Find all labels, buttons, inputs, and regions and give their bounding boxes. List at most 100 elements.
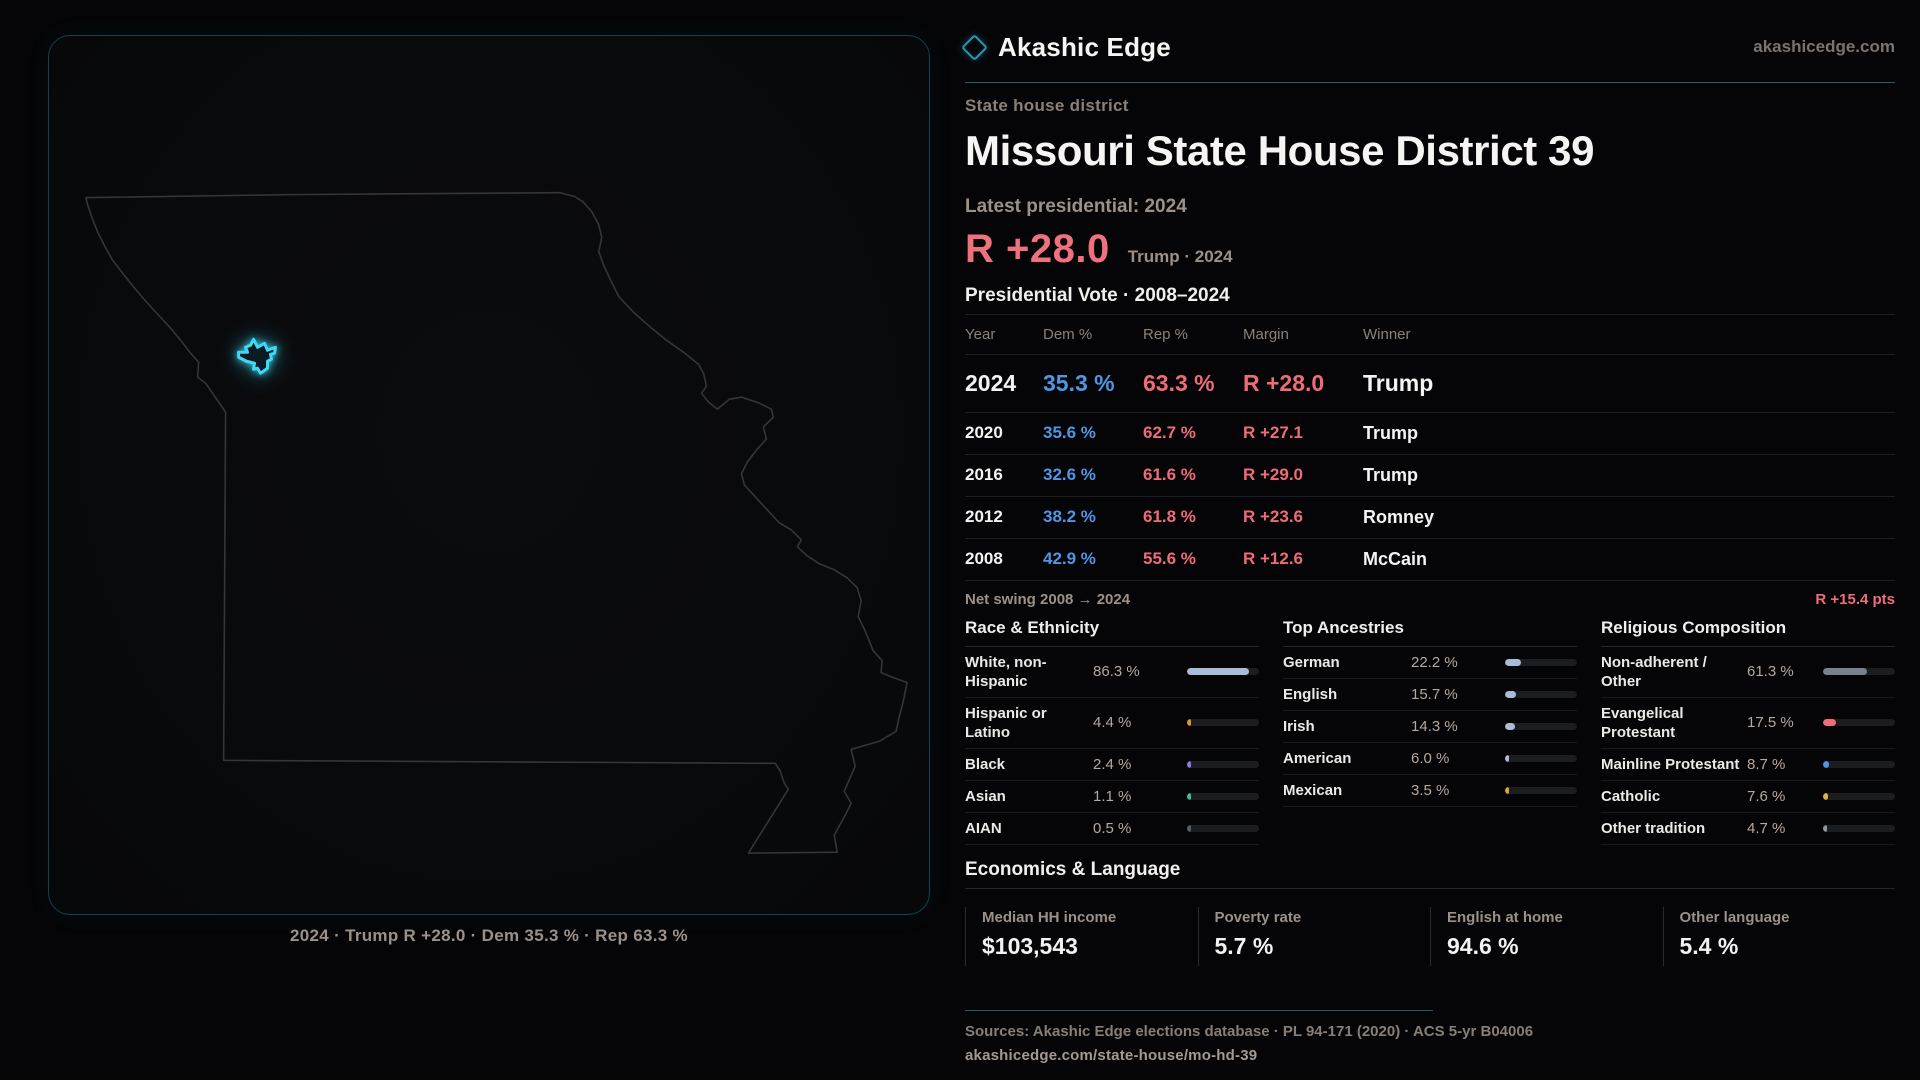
demo-label: Catholic (1601, 787, 1661, 805)
demo-value: 7.6 % (1747, 787, 1786, 805)
demographics-grid: Race & Ethnicity White, non-Hispanic 86.… (965, 618, 1895, 845)
footer-permalink[interactable]: akashicedge.com/state-house/mo-hd-39 (965, 1046, 1258, 1064)
stat-label: Poverty rate (1214, 908, 1302, 926)
winner-cell: Trump (1363, 369, 1434, 396)
stat-cell: Poverty rate 5.7 % (1197, 906, 1431, 966)
demo-value: 0.5 % (1093, 819, 1132, 837)
brand-site-link[interactable]: akashicedge.com (1753, 37, 1895, 56)
winner-cell: Romney (1363, 506, 1435, 527)
kicker: State house district (965, 96, 1129, 115)
demo-bar-fill (1505, 690, 1517, 698)
margin-cell: R +29.0 (1243, 465, 1304, 485)
table-row: 2020 35.6 % 62.7 % R +27.1 Trump (965, 413, 1895, 455)
vote-table-header: Year Dem % Rep % Margin Winner (965, 315, 1895, 355)
demo-label: Non-adherent / Other (1601, 653, 1707, 690)
demo-column-title: Religious Composition (1601, 618, 1895, 647)
column-header-dem: Dem % (1043, 325, 1093, 343)
latest-presidential-label: Latest presidential: 2024 (965, 195, 1187, 217)
demo-bar-fill (1505, 754, 1510, 762)
brand: Akashic Edge (961, 31, 1171, 63)
demo-bar-fill (1823, 760, 1830, 768)
demo-label: German (1283, 653, 1340, 671)
diamond-icon (961, 33, 988, 61)
demo-bar-track (1187, 824, 1259, 832)
rep-cell: 62.7 % (1143, 423, 1196, 443)
headline: R +28.0 Trump · 2024 (965, 227, 1895, 272)
religion-column: Religious Composition Non-adherent / Oth… (1601, 618, 1895, 845)
ancestries-column: Top Ancestries German 22.2 % English 15.… (1283, 618, 1577, 807)
demo-label: Evangelical Protestant (1601, 704, 1684, 741)
demo-bar-track (1187, 792, 1259, 800)
headline-context: Trump · 2024 (1127, 246, 1233, 266)
demo-row: White, non-Hispanic 86.3 % (965, 647, 1259, 698)
stat-value: $103,543 (982, 932, 1078, 959)
demo-value: 8.7 % (1747, 755, 1786, 773)
economics-title: Economics & Language (965, 859, 1895, 889)
demo-bar-fill (1505, 658, 1521, 666)
demo-bar-track (1187, 719, 1259, 727)
net-swing-value: R +15.4 pts (1815, 590, 1895, 608)
demo-label: Mexican (1283, 781, 1343, 799)
demo-row: Irish 14.3 % (1283, 711, 1577, 743)
margin-cell: R +12.6 (1243, 549, 1304, 569)
brand-row: Akashic Edge akashicedge.com (961, 30, 1895, 64)
dem-cell: 42.9 % (1043, 549, 1096, 569)
demo-row: AIAN 0.5 % (965, 813, 1259, 845)
demo-bar-track (1505, 754, 1577, 762)
demo-value: 61.3 % (1747, 663, 1794, 681)
demo-bar-track (1187, 760, 1259, 768)
demo-bar-fill (1187, 824, 1191, 832)
demo-bar-fill (1187, 668, 1250, 676)
demo-column-title: Top Ancestries (1283, 618, 1577, 647)
table-row: 2024 35.3 % 63.3 % R +28.0 Trump (965, 355, 1895, 413)
demo-value: 86.3 % (1093, 663, 1140, 681)
demo-bar-track (1505, 658, 1577, 666)
stat-value: 5.4 % (1679, 932, 1739, 959)
page-title: Missouri State House District 39 (965, 127, 1595, 174)
dem-cell: 35.3 % (1043, 369, 1115, 396)
stat-cell: Other language 5.4 % (1662, 906, 1896, 966)
stat-label: Other language (1679, 908, 1790, 926)
year-cell: 2008 (965, 549, 1003, 569)
table-row: 2016 32.6 % 61.6 % R +29.0 Trump (965, 455, 1895, 497)
margin-cell: R +28.0 (1243, 369, 1325, 396)
stat-value: 94.6 % (1447, 932, 1519, 959)
dem-cell: 32.6 % (1043, 465, 1096, 485)
winner-cell: McCain (1363, 548, 1428, 569)
demo-value: 3.5 % (1411, 781, 1450, 799)
demo-row: Mainline Protestant 8.7 % (1601, 749, 1895, 781)
demo-bar-fill (1505, 722, 1516, 730)
demo-value: 4.4 % (1093, 714, 1132, 732)
vote-table: Year Dem % Rep % Margin Winner 2024 35.3… (965, 313, 1895, 581)
demo-row: English 15.7 % (1283, 679, 1577, 711)
district-marker (237, 337, 277, 375)
demo-value: 14.3 % (1411, 717, 1458, 735)
map-panel (48, 35, 930, 915)
brand-name: Akashic Edge (998, 31, 1171, 62)
demo-bar-fill (1187, 719, 1191, 727)
demo-label: White, non-Hispanic (965, 653, 1047, 690)
demo-column-title: Race & Ethnicity (965, 618, 1259, 647)
demo-bar-fill (1823, 719, 1836, 727)
demo-row: German 22.2 % (1283, 647, 1577, 679)
demo-bar-track (1505, 722, 1577, 730)
stat-label: Median HH income (982, 908, 1117, 926)
year-cell: 2016 (965, 465, 1003, 485)
year-cell: 2012 (965, 507, 1003, 527)
vote-table-title: Presidential Vote · 2008–2024 (965, 284, 1230, 306)
demo-label: AIAN (965, 819, 1002, 837)
demo-bar-fill (1823, 824, 1827, 832)
dem-cell: 35.6 % (1043, 423, 1096, 443)
stat-label: English at home (1447, 908, 1563, 926)
demo-label: Asian (965, 787, 1006, 805)
margin-cell: R +27.1 (1243, 423, 1304, 443)
demo-bar-fill (1823, 792, 1829, 800)
demo-bar-fill (1823, 668, 1868, 676)
demo-row: Black 2.4 % (965, 749, 1259, 781)
demo-row: American 6.0 % (1283, 743, 1577, 775)
demo-label: Irish (1283, 717, 1315, 735)
table-row: 2008 42.9 % 55.6 % R +12.6 McCain (965, 539, 1895, 581)
rep-cell: 63.3 % (1143, 369, 1215, 396)
demo-value: 2.4 % (1093, 755, 1132, 773)
demo-value: 4.7 % (1747, 819, 1786, 837)
